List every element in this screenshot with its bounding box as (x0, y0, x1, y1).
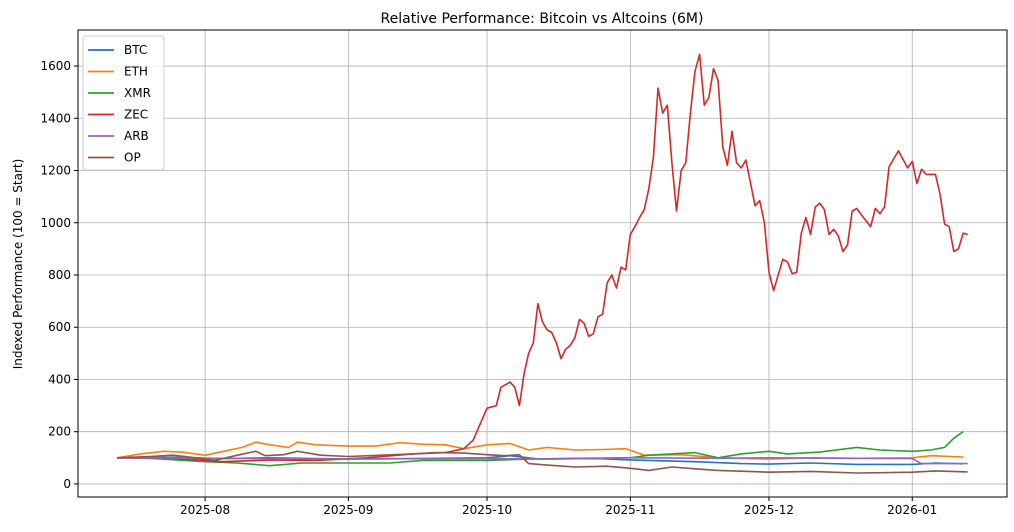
x-tick-label: 2025-11 (605, 503, 655, 517)
y-tick-label: 600 (48, 320, 71, 334)
grid (78, 30, 1007, 497)
x-tick-label: 2025-08 (180, 503, 230, 517)
y-tick-label: 1200 (40, 164, 71, 178)
legend-label: BTC (124, 43, 147, 57)
legend-label: XMR (124, 86, 151, 100)
legend: BTC ETH XMR ZEC ARB OP (82, 35, 165, 171)
x-tick-label: 2026-01 (887, 503, 937, 517)
axis-ticks: 2025-08 2025-09 2025-10 2025-11 2025-12 2026-… (40, 59, 937, 517)
y-tick-label: 200 (48, 425, 71, 439)
x-tick-label: 2025-09 (323, 503, 373, 517)
series-lines (117, 53, 968, 474)
y-tick-label: 0 (63, 477, 71, 491)
y-tick-label: 800 (48, 268, 71, 282)
y-tick-label: 1400 (40, 111, 71, 125)
chart-title: Relative Performance: Bitcoin vs Altcoin… (381, 11, 704, 27)
y-tick-label: 1600 (40, 59, 71, 73)
legend-label: ARB (124, 129, 149, 143)
x-tick-label: 2025-12 (744, 503, 794, 517)
plot-frame (77, 29, 1008, 498)
series-line-op (117, 450, 968, 474)
series-line-arb (117, 457, 968, 465)
x-tick-label: 2025-10 (462, 503, 512, 517)
legend-label: OP (124, 151, 141, 165)
y-tick-label: 400 (48, 372, 71, 386)
series-line-xmr (117, 431, 964, 467)
y-axis-label: Indexed Performance (100 = Start) (11, 159, 25, 370)
legend-label: ETH (124, 65, 148, 79)
series-line-zec (117, 53, 968, 463)
legend-label: ZEC (124, 108, 148, 122)
y-tick-label: 1000 (40, 216, 71, 230)
